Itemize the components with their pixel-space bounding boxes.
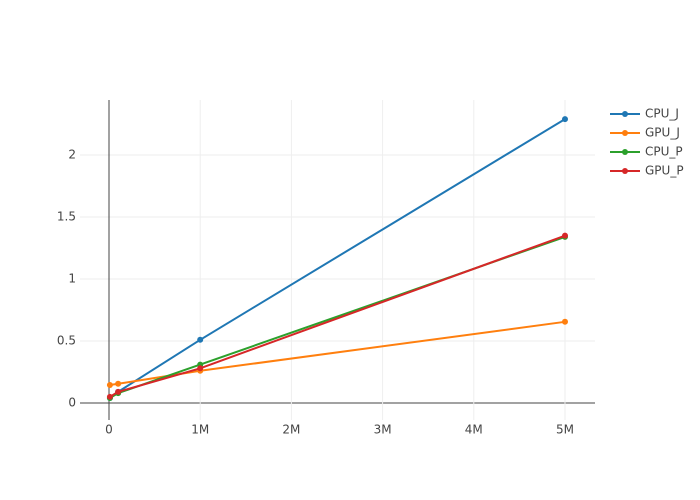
legend-label: CPU_J [645, 107, 679, 121]
series-line [109, 320, 566, 387]
x-tick-label: 4M [465, 423, 483, 437]
x-tick-label: 1M [191, 423, 209, 437]
legend-marker [622, 130, 628, 136]
x-tick-label: 5M [556, 423, 574, 437]
x-tick-label: 3M [374, 423, 392, 437]
data-point [106, 382, 113, 389]
data-point [197, 365, 204, 372]
data-point [561, 232, 568, 239]
y-tick-label: 2 [68, 148, 76, 162]
data-point [115, 380, 122, 387]
y-tick-label: 0 [68, 396, 76, 410]
y-tick-label: 1.5 [57, 210, 76, 224]
legend-label: GPU_P [645, 164, 684, 178]
series-line [109, 118, 566, 399]
data-point [115, 388, 122, 395]
legend-marker [622, 168, 628, 174]
legend-label: CPU_P [645, 145, 683, 159]
x-tick-label: 0 [105, 423, 113, 437]
series-line [109, 235, 566, 399]
data-point [197, 336, 204, 343]
data-point [561, 116, 568, 123]
legend-marker [622, 149, 628, 155]
y-tick-label: 0.5 [57, 334, 76, 348]
series-line [109, 234, 566, 398]
data-point [106, 393, 113, 400]
legend-marker [622, 111, 628, 117]
legend-label: GPU_J [645, 126, 680, 140]
data-point [561, 318, 568, 325]
x-tick-label: 2M [282, 423, 300, 437]
y-tick-label: 1 [68, 272, 76, 286]
